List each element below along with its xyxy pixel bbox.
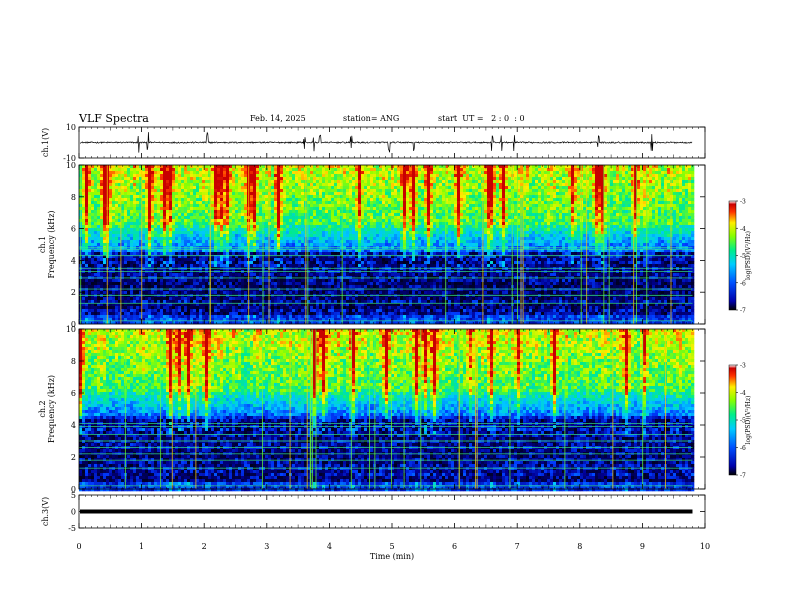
colorbar-label: log(PSD)(V²/Hz) xyxy=(745,396,752,445)
x-tick-label: 7 xyxy=(515,542,520,551)
colorbar-tick-label: -3 xyxy=(740,199,746,206)
y-tick-label: 0 xyxy=(71,320,76,329)
x-tick-label: 1 xyxy=(139,542,144,551)
x-axis-label: Time (min) xyxy=(370,552,414,561)
x-tick-label: 4 xyxy=(327,542,332,551)
waveform-trace xyxy=(80,131,693,153)
colorbar-tick-label: -6 xyxy=(740,445,746,452)
colorbar-tick-label: -3 xyxy=(740,363,746,370)
x-tick-label: 3 xyxy=(264,542,269,551)
colorbar-tick-label: -5 xyxy=(740,418,746,425)
y-tick-label: 10 xyxy=(66,161,76,170)
y-tick-label: 6 xyxy=(71,225,76,234)
x-tick-label: 9 xyxy=(640,542,645,551)
figure-date: Feb. 14, 2025 xyxy=(250,114,306,123)
colorbar-tick-label: -4 xyxy=(740,390,746,397)
spectrogram-cells xyxy=(79,165,695,325)
colorbar-tick-label: -4 xyxy=(740,226,746,233)
y-axis-label: ch.2 xyxy=(38,400,47,417)
y-tick-label: -5 xyxy=(68,524,76,533)
y-tick-label: 4 xyxy=(71,421,76,430)
colorbar-tick-label: -7 xyxy=(740,473,746,480)
waveform-trace xyxy=(80,509,693,514)
y-tick-label: 4 xyxy=(71,256,76,265)
y-tick-label: 10 xyxy=(66,325,76,334)
figure-station: station= ANG xyxy=(343,114,399,123)
y-tick-label: 8 xyxy=(71,357,76,366)
y-axis-label: ch.1(V) xyxy=(41,128,50,157)
y-tick-label: 5 xyxy=(71,491,76,500)
colorbar-label: log(PSD)(V²/Hz) xyxy=(745,231,752,280)
y-tick-label: 2 xyxy=(71,288,76,297)
y-tick-label: 0 xyxy=(71,508,76,517)
y-axis-label: ch.3(V) xyxy=(41,497,50,526)
y-tick-label: 2 xyxy=(71,453,76,462)
y-tick-label: 10 xyxy=(66,123,76,132)
colorbar xyxy=(728,200,737,311)
y-axis-label: Frequency (kHz) xyxy=(47,210,56,278)
colorbar-tick-label: -7 xyxy=(740,308,746,315)
figure-title: VLF Spectra xyxy=(79,112,149,125)
colorbar-tick-label: -5 xyxy=(740,253,746,260)
figure-start-time: start UT = 2 : 0 : 0 xyxy=(438,114,525,123)
y-axis-label: Frequency (kHz) xyxy=(47,375,56,443)
x-tick-label: 0 xyxy=(76,542,81,551)
x-tick-label: 8 xyxy=(577,542,582,551)
y-tick-label: 8 xyxy=(71,193,76,202)
x-tick-label: 6 xyxy=(452,542,457,551)
y-tick-label: 0 xyxy=(71,485,76,494)
x-tick-label: 5 xyxy=(389,542,394,551)
y-tick-label: -10 xyxy=(63,154,76,163)
y-axis-label: ch.1 xyxy=(38,236,47,253)
x-tick-label: 2 xyxy=(202,542,207,551)
colorbar-tick-label: -6 xyxy=(740,280,746,287)
colorbar xyxy=(728,364,737,476)
x-tick-label: 10 xyxy=(700,542,710,551)
y-tick-label: 6 xyxy=(71,389,76,398)
spectrogram-cells xyxy=(79,329,695,492)
